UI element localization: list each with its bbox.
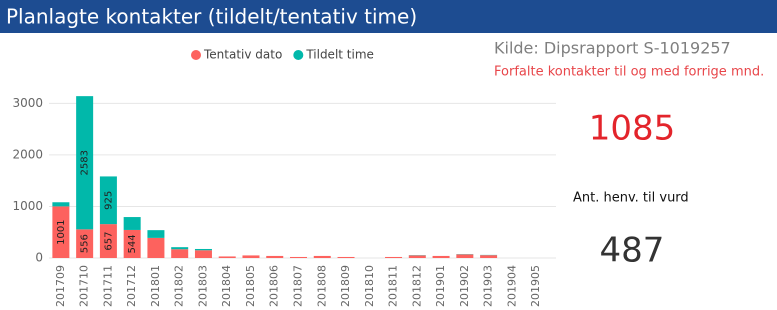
bar-segment (432, 255, 450, 258)
bar-segment (147, 237, 165, 258)
bar-segment (99, 224, 117, 258)
x-tick-label: 201905 (529, 265, 542, 307)
legend-label: Tildelt time (305, 48, 374, 62)
bar-segment (171, 249, 189, 258)
kpi-value: 487 (600, 231, 665, 271)
bar-segment (76, 229, 94, 258)
kpi-label: Ant. henv. til vurd (573, 191, 689, 206)
data-label: 544 (127, 234, 138, 253)
bar-segment (290, 256, 307, 258)
bar-segment (52, 202, 70, 207)
x-tick-label: 201711 (101, 265, 114, 307)
kpi-value: 1085 (589, 109, 676, 149)
data-label: 657 (103, 232, 114, 251)
bar-segment (337, 256, 355, 258)
x-tick-label: 201804 (220, 265, 233, 307)
data-label: 925 (103, 191, 114, 210)
x-tick-label: 201904 (505, 265, 518, 307)
x-tick-label: 201802 (173, 265, 186, 307)
x-tick-label: 201807 (292, 265, 305, 307)
bar-segment (52, 206, 70, 258)
bar-segment (456, 254, 474, 258)
bar-segment (171, 247, 189, 250)
x-tick-label: 201709 (54, 265, 67, 307)
x-tick-label: 201805 (244, 265, 257, 307)
bar-segment (123, 217, 141, 230)
x-tick-label: 201810 (363, 265, 376, 307)
bar-segment (194, 250, 212, 258)
x-tick-label: 201812 (410, 265, 423, 307)
bar-segment (147, 230, 165, 238)
bar-segment (123, 229, 141, 258)
bar-segment (385, 256, 403, 258)
note-text: Forfalte kontakter til og med forrige mn… (494, 65, 764, 80)
x-tick-label: 201809 (339, 265, 352, 307)
bar-segment (242, 255, 260, 258)
source-text: Kilde: Dipsrapport S-1019257 (494, 39, 731, 58)
y-tick-label: 0 (35, 251, 43, 265)
legend-marker (293, 50, 304, 60)
bar-segment (313, 255, 331, 258)
x-tick-label: 201803 (196, 265, 209, 307)
data-label: 2583 (80, 150, 91, 175)
header-bar (0, 0, 777, 33)
x-tick-label: 201902 (458, 265, 471, 307)
x-tick-label: 201712 (125, 265, 138, 307)
bar-segment (408, 255, 426, 258)
legend-marker (191, 50, 201, 60)
y-tick-label: 1000 (12, 199, 43, 213)
bar-segment (99, 176, 117, 225)
bar-segment (76, 96, 94, 230)
bar-segment (480, 255, 498, 258)
x-tick-label: 201901 (434, 265, 447, 307)
chart: 0 1000 2000 3000 Tentativ dato Tildelt time 10… (12, 48, 556, 307)
bar-segment (266, 255, 284, 258)
x-tick-label: 201808 (315, 265, 328, 307)
legend-label: Tentativ dato (203, 48, 282, 62)
header-title: Planlagte kontakter (tildelt/tentativ ti… (6, 5, 417, 29)
bar-segment (218, 256, 236, 258)
x-tick-label: 201801 (149, 265, 162, 307)
data-label: 556 (80, 234, 91, 253)
y-tick-label: 2000 (12, 147, 43, 161)
bar-segment (194, 248, 212, 251)
x-tick-label: 201710 (78, 265, 91, 307)
x-tick-label: 201811 (387, 265, 400, 307)
y-tick-label: 3000 (12, 96, 43, 110)
x-tick-label: 201903 (482, 265, 495, 307)
data-label: 1001 (56, 219, 67, 244)
x-tick-label: 201806 (268, 265, 281, 307)
